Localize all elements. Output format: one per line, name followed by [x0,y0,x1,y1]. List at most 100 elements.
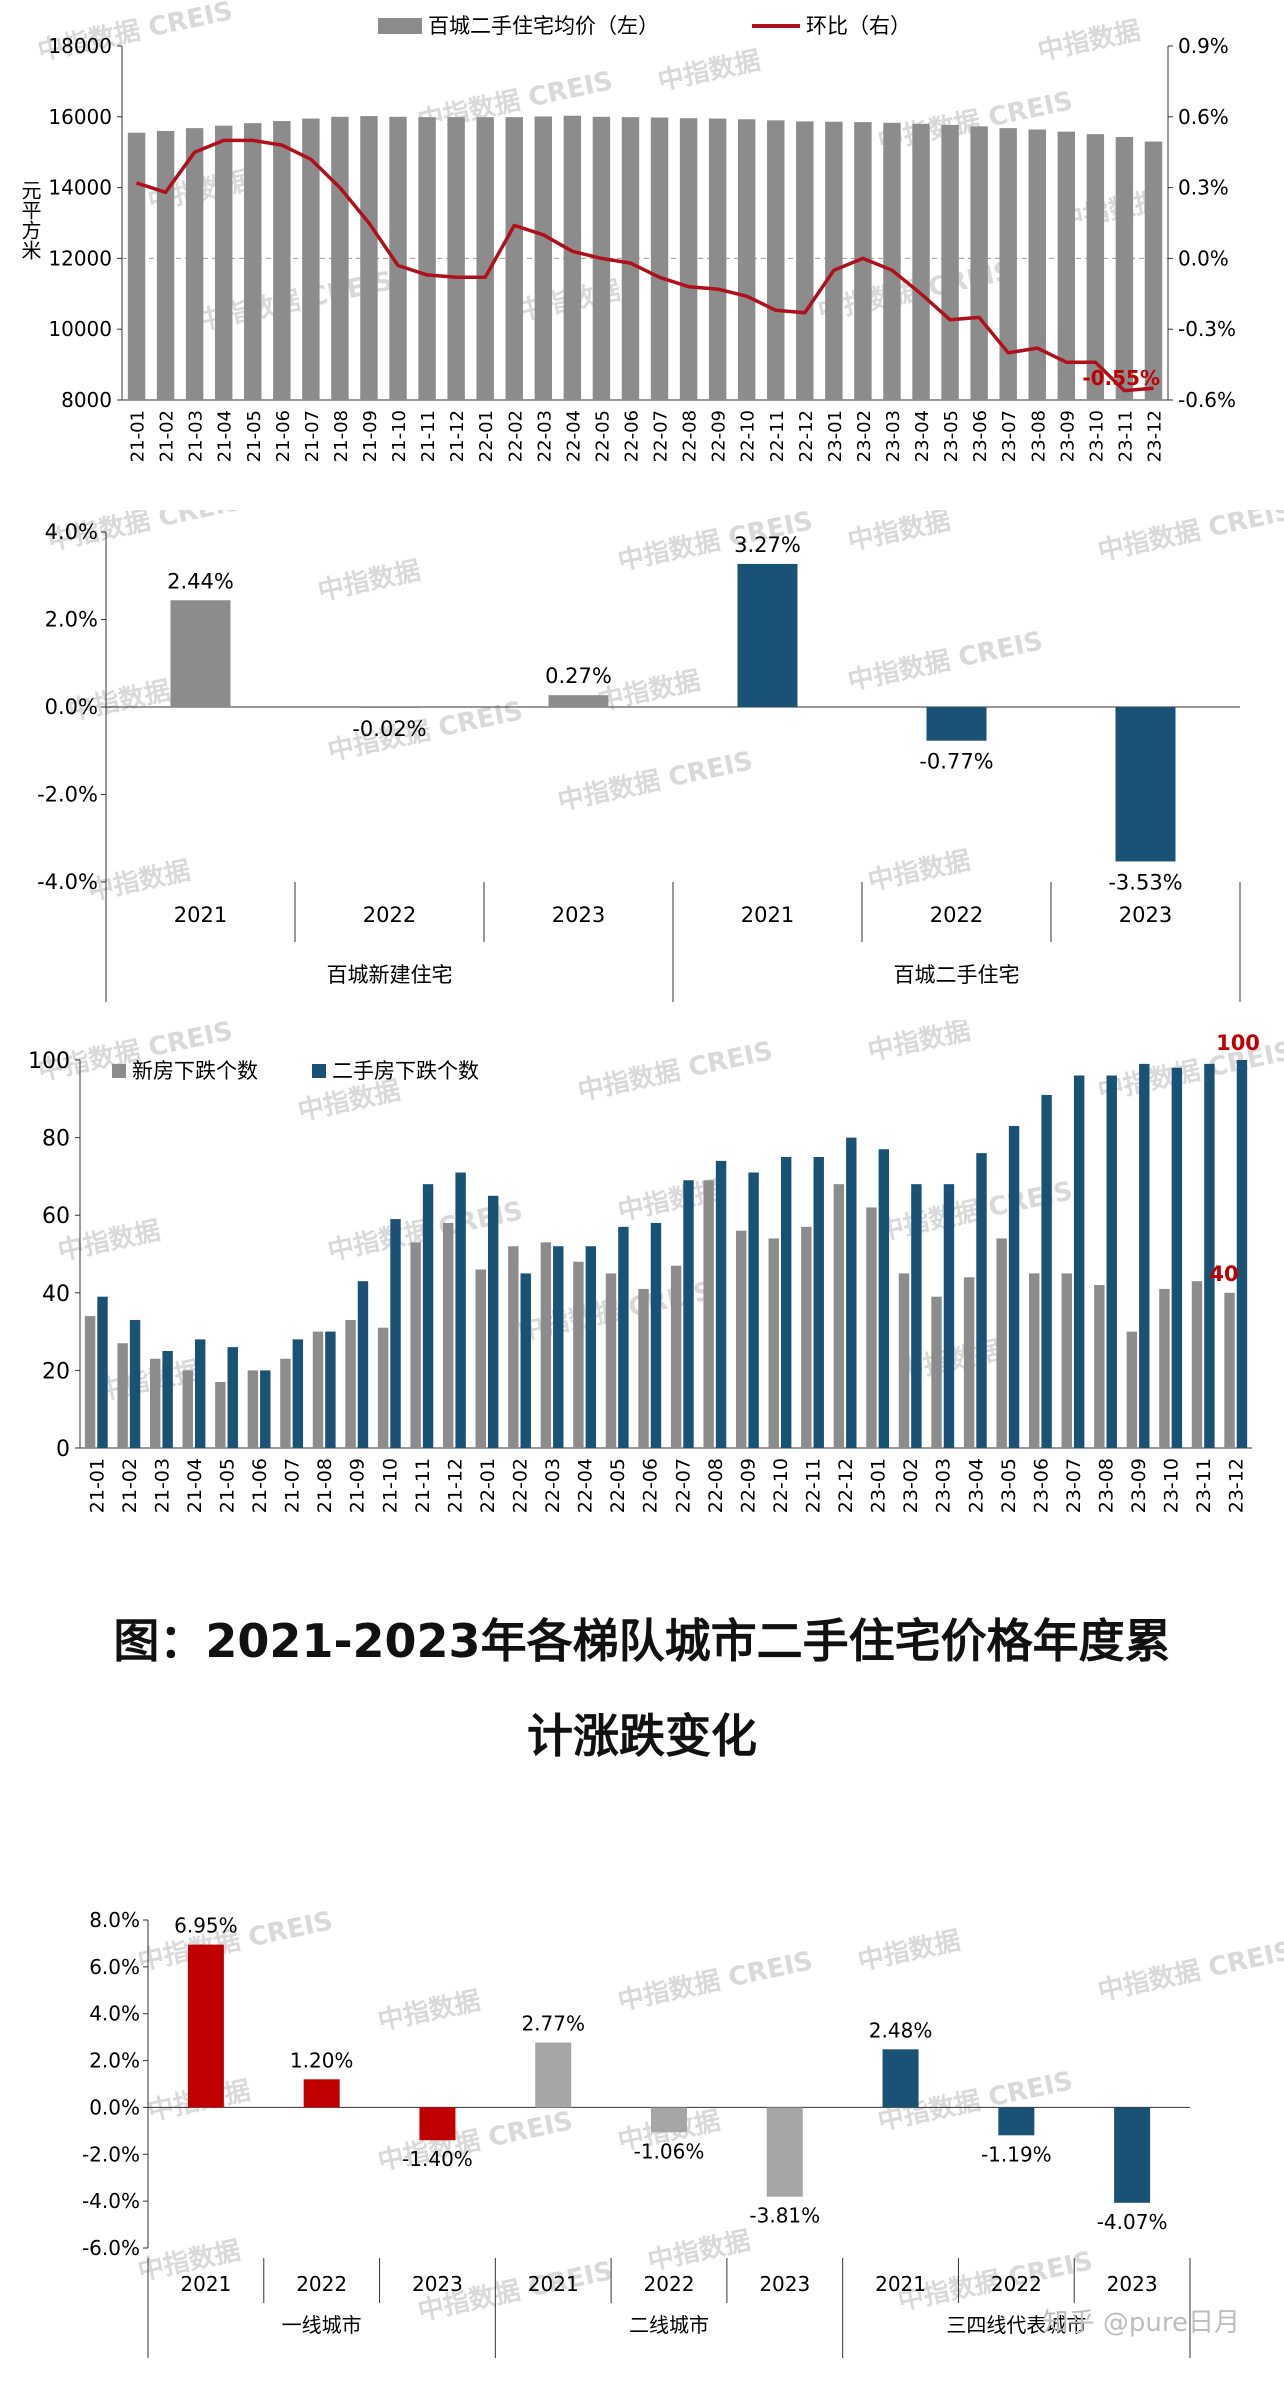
x-tick-label: 21-08 [314,1458,336,1513]
new-decline-bar [280,1358,291,1448]
x-tick-label: 22-12 [835,1458,857,1513]
x-tick-label: 21-02 [119,1458,141,1513]
price-bar [825,121,843,401]
watermark-text: 中指数据 [865,1020,973,1067]
y2-tick-label: -0.6% [1178,388,1236,412]
second-decline-bar [260,1370,271,1448]
x-tick-label: 23-02 [854,410,875,462]
new-decline-bar [182,1370,193,1448]
x-tick-label: 22-09 [737,1458,759,1513]
value-bar [766,2107,803,2197]
y2-tick-label: 0.6% [1178,105,1229,129]
y-tick-label: 4.0% [89,2002,140,2026]
data-label: 0.27% [545,664,612,688]
x-tick-label: 22-08 [705,1458,727,1513]
second-decline-bar [520,1273,531,1448]
y-tick-label: 2.0% [45,608,98,632]
x-tick-label: 22-04 [563,410,584,462]
x-tick-label: 21-12 [444,1458,466,1513]
new-decline-bar [605,1273,617,1448]
x-tick-label: 21-04 [215,410,236,462]
second-decline-bar [292,1339,304,1448]
second-decline-bar [390,1219,401,1448]
x-tick-label: 21-09 [360,410,381,462]
x-tick-label: 23-11 [1115,410,1136,462]
x-tick-label: 23-04 [965,1458,987,1513]
new-decline-bar [996,1238,1007,1448]
new-decline-bar [670,1265,682,1448]
figure-caption-line2: 计涨跌变化 [0,1700,1284,1766]
x-tick-label: 2021 [180,2272,231,2296]
second-decline-bar [715,1160,727,1448]
new-decline-bar [410,1242,421,1448]
second-decline-bar [1106,1075,1117,1448]
watermark-text: 中指数据 CREIS [615,1946,815,2017]
second-decline-bar [553,1246,564,1448]
price-bar [1028,129,1046,400]
y2-tick-label: 0.9% [1178,34,1229,58]
figure-caption-line1: 图：2021-2023年各梯队城市二手住宅价格年度累 [0,1605,1284,1671]
x-tick-label: 2022 [991,2272,1042,2296]
x-tick-label: 22-12 [796,410,817,462]
data-label: -0.77% [919,750,993,774]
x-tick-label: 23-05 [941,410,962,462]
value-bar [548,695,609,707]
second-decline-bar [846,1137,857,1448]
watermark-text: 中指数据 [655,46,763,97]
new-decline-bar [84,1316,96,1448]
y-tick-label: 18000 [48,34,112,58]
x-tick-label: 23-06 [970,410,991,462]
second-decline-bar [585,1246,597,1448]
price-bar [796,121,814,400]
x-tick-label: 23-12 [1226,1458,1248,1513]
x-tick-label: 22-05 [607,1458,629,1513]
second-decline-bar [878,1149,890,1448]
value-bar [882,2049,919,2108]
y-tick-label: -2.0% [37,783,98,807]
watermark-text: 中指数据 CREIS [555,746,755,817]
credit-watermark: 知乎 @pure日月 [1043,2308,1240,2338]
second-decline-bar [943,1184,955,1448]
x-tick-label: 2023 [1107,2272,1158,2296]
second-decline-bar [780,1157,792,1448]
x-tick-label: 23-11 [1193,1458,1215,1513]
watermark-text: 中指数据 [1035,16,1143,67]
x-tick-label: 21-09 [347,1458,369,1513]
value-bar [303,2079,340,2108]
watermark-text: 中指数据 [315,556,423,607]
x-tick-label: 21-02 [157,410,178,462]
second-decline-bar [1139,1063,1150,1448]
y-tick-label: 0 [56,1437,70,1462]
second-decline-bar [683,1180,694,1448]
chart-tier-city-annual-change: 中指数据 CREIS 中指数据 中指数据 CREIS 中指数据 中指数据 CREIS 中指… [0,1890,1284,2390]
price-bar [127,132,146,401]
price-bar [389,116,407,401]
y-tick-label: 8000 [61,388,112,412]
x-tick-label: 22-11 [767,410,788,462]
second-decline-bar [129,1319,141,1448]
legend-label-price: 百城二手住宅均价（左） [428,14,659,38]
x-tick-label: 23-01 [868,1458,890,1513]
second-decline-bar [618,1226,629,1448]
data-label: -3.53% [1108,870,1182,894]
x-tick-label: 21-11 [418,410,439,462]
new-decline-bar [215,1382,226,1448]
x-tick-label: 22-01 [477,1458,499,1513]
chart-annual-change-new-vs-second: 中指数据 CREIS 中指数据 中指数据 CREIS 中指数据 中指数据 CREIS 中指… [0,510,1284,1010]
data-label: 3.27% [734,533,801,557]
second-decline-bar [1236,1060,1248,1448]
new-decline-bar [1159,1288,1170,1448]
y-tick-label: 0.0% [89,2095,140,2119]
price-bar [1144,141,1163,400]
x-tick-label: 21-10 [389,410,410,462]
y-tick-label: -4.0% [82,2189,140,2213]
x-tick-label: 21-12 [447,410,468,462]
x-tick-label: 22-02 [510,1458,532,1513]
x-tick-label: 21-08 [331,410,352,462]
x-tick-label: 2021 [174,903,227,927]
second-decline-bar [227,1347,238,1448]
new-decline-bar [703,1180,714,1448]
price-bar [331,116,349,401]
second-decline-bar [976,1153,987,1448]
